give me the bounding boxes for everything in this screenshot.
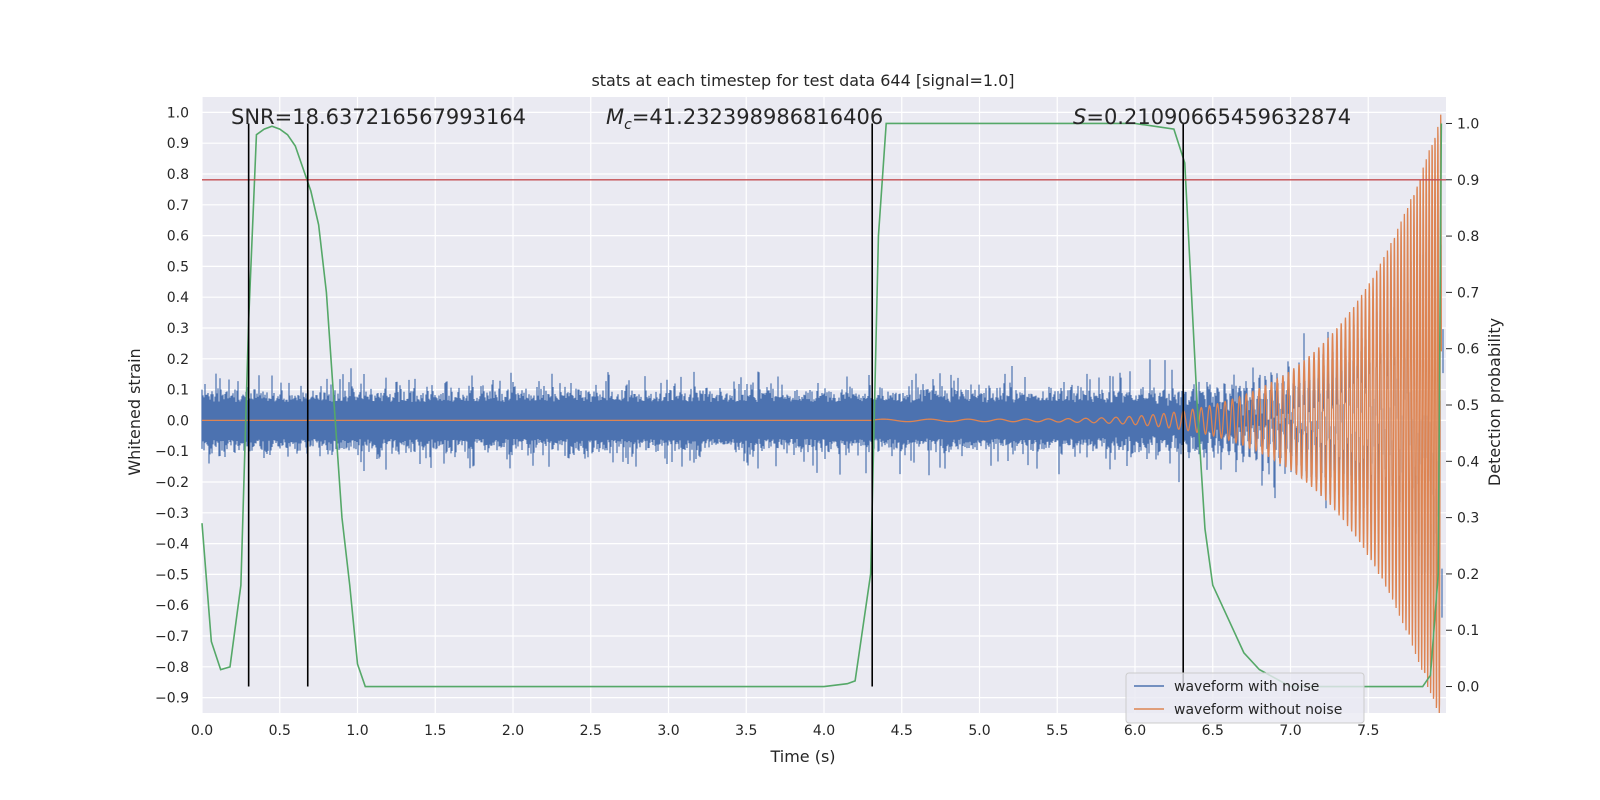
x-axis-label: Time (s)	[769, 747, 835, 766]
y-tick-label: 0.5	[167, 259, 189, 275]
y-tick-label: 0.1	[167, 383, 189, 399]
y-tick-label: 0.0	[167, 413, 189, 429]
x-tick-label: 2.5	[580, 723, 602, 739]
s-value: =0.21090665459632874	[1086, 105, 1351, 129]
y-tick-label: −0.7	[155, 629, 189, 645]
x-tick-label: 1.5	[424, 723, 446, 739]
x-tick-label: 4.5	[891, 723, 913, 739]
y-tick-label: −0.1	[155, 444, 189, 460]
y2-tick-label: 0.9	[1457, 173, 1479, 189]
x-tick-label: 6.5	[1202, 723, 1224, 739]
x-tick-label: 3.5	[735, 723, 757, 739]
y2-axis-label: Detection probability	[1485, 318, 1504, 486]
x-tick-label: 1.0	[346, 723, 368, 739]
y-tick-label: 0.2	[167, 352, 189, 368]
y-tick-label: −0.5	[155, 567, 189, 583]
legend-label-noise: waveform with noise	[1174, 679, 1319, 695]
y-tick-label: −0.3	[155, 506, 189, 522]
y2-tick-label: 0.3	[1457, 511, 1479, 527]
y2-tick-label: 0.0	[1457, 680, 1479, 696]
y-tick-label: −0.2	[155, 475, 189, 491]
y-tick-label: 0.4	[167, 290, 189, 306]
x-axis-ticks: 0.0 0.5 1.0 1.5 2.0 2.5 3.0 3.5 4.0 4.5 5.0 5.5 6.0 6…	[191, 723, 1380, 739]
y-tick-label: −0.8	[155, 660, 189, 676]
y-tick-label: −0.4	[155, 537, 189, 553]
y2-tick-label: 0.5	[1457, 398, 1479, 414]
x-tick-label: 5.0	[968, 723, 990, 739]
y2-tick-label: 0.2	[1457, 567, 1479, 583]
legend-label-clean: waveform without noise	[1174, 702, 1342, 718]
chart-title: stats at each timestep for test data 644…	[591, 71, 1014, 90]
y2-tick-label: 1.0	[1457, 116, 1479, 132]
x-tick-label: 7.0	[1279, 723, 1301, 739]
y-tick-label: 0.9	[167, 136, 189, 152]
legend-box	[1125, 672, 1365, 724]
y2-tick-label: 0.6	[1457, 342, 1479, 358]
x-tick-label: 6.0	[1124, 723, 1146, 739]
series-layer	[201, 114, 1444, 714]
x-tick-label: 4.0	[813, 723, 835, 739]
series-waveform-without-noise	[202, 114, 1442, 714]
plot-area	[201, 97, 1446, 714]
s-symbol: S	[1073, 105, 1086, 129]
y-tick-label: 1.0	[167, 105, 189, 121]
y-tick-label: 0.8	[167, 167, 189, 183]
y-axis-ticks: 1.0 0.9 0.8 0.7 0.6 0.5 0.4 0.3 0.2 0.1 0.0 −0.1 −0.…	[155, 105, 189, 706]
mc-annotation: Mc=41.232398986816406	[606, 105, 883, 133]
legend: waveform with noise waveform without noi…	[1125, 672, 1365, 724]
x-tick-label: 3.0	[657, 723, 679, 739]
mc-symbol: M	[606, 105, 624, 129]
reference-lines	[202, 123, 1446, 687]
x-tick-label: 0.5	[269, 723, 291, 739]
y-tick-label: 0.6	[167, 229, 189, 245]
series-detection-probability	[201, 122, 1443, 688]
y2-tick-label: 0.1	[1457, 623, 1479, 639]
y2-tick-label: 0.8	[1457, 229, 1479, 245]
y2-axis-ticks: 1.0 0.9 0.8 0.7 0.6 0.5 0.4 0.3 0.2 0.1 0.0	[1446, 116, 1479, 696]
mc-value: =41.232398986816406	[632, 105, 883, 129]
y-tick-label: 0.7	[167, 198, 189, 214]
s-annotation: S=0.21090665459632874	[1073, 105, 1351, 129]
y-tick-label: 0.3	[167, 321, 189, 337]
x-tick-label: 0.0	[191, 723, 213, 739]
y-tick-label: −0.6	[155, 598, 189, 614]
y2-tick-label: 0.4	[1457, 454, 1479, 470]
y2-tick-label: 0.7	[1457, 285, 1479, 301]
x-tick-label: 2.0	[502, 723, 524, 739]
y-tick-label: −0.9	[155, 691, 189, 707]
x-tick-label: 5.5	[1046, 723, 1068, 739]
x-tick-label: 7.5	[1357, 723, 1379, 739]
mc-subscript: c	[624, 117, 632, 133]
y-axis-label: Whitened strain	[125, 348, 144, 475]
snr-annotation: SNR=18.637216567993164	[231, 105, 526, 129]
